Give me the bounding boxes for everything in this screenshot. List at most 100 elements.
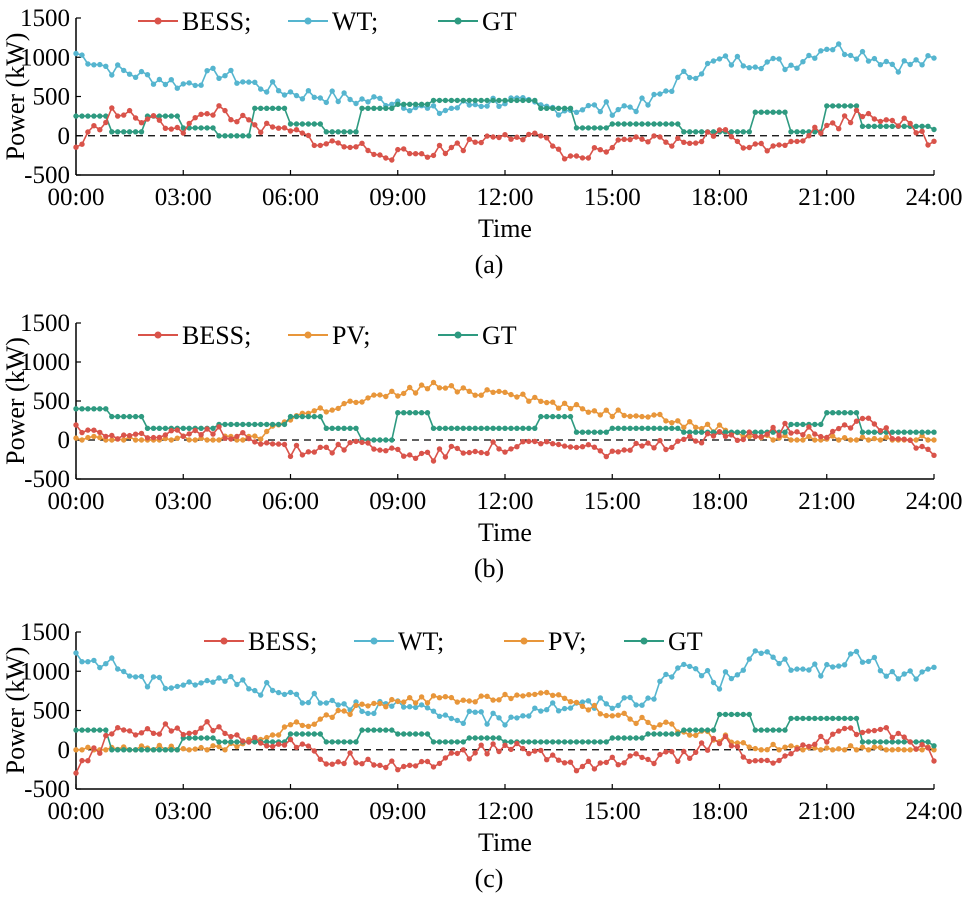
data-point-bess [180,433,186,439]
data-point-wt [681,661,687,668]
data-point-wt [180,81,186,87]
data-point-gt [198,425,204,431]
data-point-wt [132,74,139,81]
data-point-pv [567,405,574,412]
data-point-gt [478,425,484,431]
data-point-gt [186,735,192,741]
data-point-gt [752,727,758,733]
data-point-gt [162,747,169,753]
data-point-wt [764,649,770,655]
data-point-gt [579,125,586,131]
data-point-wt [669,674,675,680]
data-point-bess [514,740,520,747]
data-point-pv [216,437,222,443]
data-point-gt [174,113,180,119]
data-point-gt [746,129,752,135]
data-point-pv [579,406,586,412]
data-point-bess [687,140,693,146]
data-point-gt [687,727,693,733]
data-point-wt [490,710,496,716]
data-point-gt [782,429,788,435]
data-point-gt [287,121,294,127]
data-point-wt [877,668,884,674]
data-point-wt [544,707,550,713]
data-point-gt [424,101,431,108]
data-point-wt [478,709,484,715]
data-point-bess [532,748,538,754]
data-point-bess [323,141,329,147]
data-point-bess [269,743,276,750]
data-point-bess [389,445,395,451]
data-point-bess [818,733,824,740]
data-point-wt [663,88,669,94]
data-point-gt [466,97,472,104]
data-point-gt [389,105,395,112]
data-point-bess [615,762,621,768]
data-point-bess [412,151,419,157]
x-tick-label: 03:00 [155,798,212,825]
data-point-gt [240,133,246,139]
data-point-bess [281,742,288,748]
data-point-bess [442,755,449,761]
data-point-gt [931,743,937,749]
data-point-bess [532,438,538,445]
data-point-pv [466,698,472,704]
data-point-bess [246,435,252,442]
data-point-wt [740,63,746,69]
data-point-gt [490,97,496,104]
data-point-gt [824,103,830,109]
data-point-bess [168,126,174,132]
data-point-gt [532,739,538,745]
legend-label-gt: GT [482,7,517,36]
data-point-bess [758,140,764,147]
data-point-pv [395,698,401,705]
data-point-gt [526,425,532,431]
data-point-pv [371,392,377,398]
data-point-wt [442,712,449,718]
data-point-bess [627,136,633,143]
data-point-wt [132,674,139,680]
data-point-bess [121,112,127,118]
data-point-wt [275,689,282,696]
data-point-bess [418,758,425,765]
data-point-gt [150,747,157,753]
data-point-pv [758,747,764,753]
data-point-pv [401,390,407,397]
data-point-pv [389,696,395,703]
data-point-wt [925,53,931,59]
data-point-wt [246,79,252,85]
data-point-bess [436,142,443,149]
data-point-pv [186,437,192,443]
data-point-gt [281,421,288,428]
data-point-pv [496,388,502,395]
data-point-wt [73,650,79,656]
x-tick-label: 12:00 [477,488,534,515]
data-point-pv [234,743,240,750]
data-point-wt [192,682,198,688]
data-point-bess [746,758,752,765]
data-point-pv [472,699,478,705]
data-point-gt [824,410,830,416]
data-point-wt [305,88,312,94]
data-point-wt [264,89,270,95]
data-point-pv [436,385,443,391]
data-point-pv [73,435,79,441]
data-point-gt [389,437,395,443]
data-point-wt [264,679,270,686]
data-point-gt [418,410,425,416]
data-point-gt [681,727,687,733]
data-point-bess [895,436,901,442]
data-point-bess [132,431,139,437]
x-tick-label: 15:00 [584,488,641,515]
data-point-gt [311,413,317,420]
data-point-bess [573,444,580,451]
data-point-gt [198,125,204,131]
data-point-gt [687,429,693,435]
data-point-pv [830,433,836,439]
data-point-gt [794,421,800,428]
data-point-bess [287,128,294,134]
data-point-bess [162,432,169,438]
data-point-bess [782,142,788,148]
data-point-gt [383,105,389,112]
data-point-wt [806,667,812,673]
